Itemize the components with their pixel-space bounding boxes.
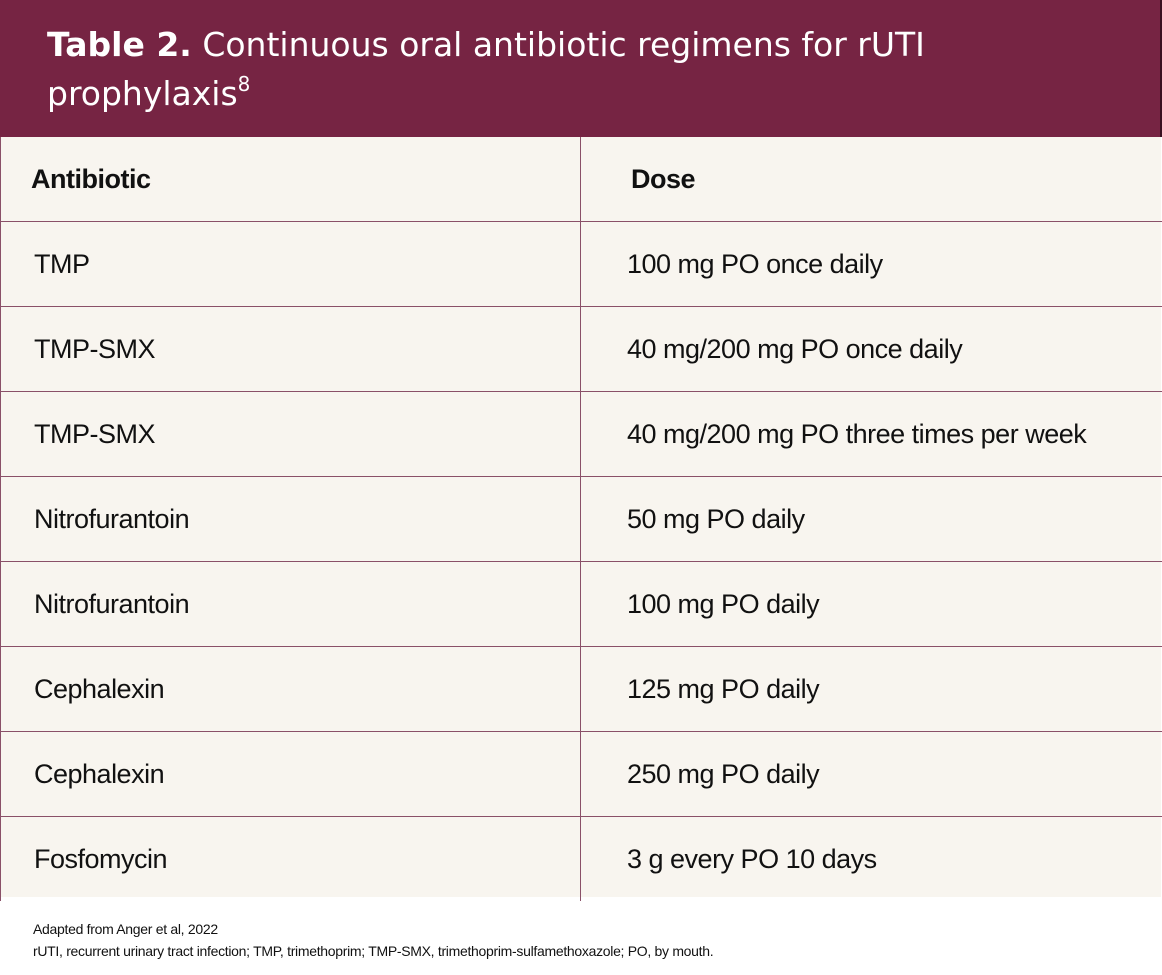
table-row: Nitrofurantoin 100 mg PO daily <box>0 561 1162 647</box>
antibiotic-cell: TMP-SMX <box>0 391 581 477</box>
table-row: Cephalexin 125 mg PO daily <box>0 646 1162 732</box>
dose-cell: 50 mg PO daily <box>580 476 1162 562</box>
regimen-table: Antibiotic Dose TMP 100 mg PO once daily… <box>0 137 1162 901</box>
antibiotic-cell: Cephalexin <box>0 731 581 817</box>
table-row: TMP-SMX 40 mg/200 mg PO three times per … <box>0 391 1162 477</box>
abbreviations-note: rUTI, recurrent urinary tract infection;… <box>33 943 714 959</box>
antibiotic-cell: Nitrofurantoin <box>0 476 581 562</box>
dose-cell: 125 mg PO daily <box>580 646 1162 732</box>
dose-cell: 100 mg PO once daily <box>580 221 1162 307</box>
table-row: Cephalexin 250 mg PO daily <box>0 731 1162 817</box>
regimen-table-container: Antibiotic Dose TMP 100 mg PO once daily… <box>0 137 1162 901</box>
dose-cell: 3 g every PO 10 days <box>627 843 877 874</box>
table-row: Nitrofurantoin 50 mg PO daily <box>0 476 1162 562</box>
table-row: TMP 100 mg PO once daily <box>0 221 1162 307</box>
source-note: Adapted from Anger et al, 2022 <box>33 921 218 937</box>
table-header-banner: Table 2. Continuous oral antibiotic regi… <box>0 0 1160 137</box>
table-footnotes: Adapted from Anger et al, 2022 rUTI, rec… <box>33 918 714 962</box>
table-title-text: Continuous oral antibiotic regimens for … <box>47 25 925 113</box>
dose-cell: 100 mg PO daily <box>580 561 1162 647</box>
dose-cell: 250 mg PO daily <box>580 731 1162 817</box>
table-row: TMP-SMX 40 mg/200 mg PO once daily <box>0 306 1162 392</box>
antibiotic-cell: TMP-SMX <box>0 306 581 392</box>
table-label: Table 2. <box>47 25 192 64</box>
column-header-dose: Dose <box>580 137 1162 222</box>
antibiotic-cell: Nitrofurantoin <box>0 561 581 647</box>
dose-cell: 40 mg/200 mg PO three times per week <box>580 391 1162 477</box>
antibiotic-cell: TMP <box>0 221 581 307</box>
antibiotic-cell: Cephalexin <box>0 646 581 732</box>
table-header-row: Antibiotic Dose <box>0 137 1162 222</box>
antibiotic-cell: Fosfomycin <box>0 816 581 901</box>
table-title: Table 2. Continuous oral antibiotic regi… <box>47 20 1007 118</box>
dose-cell: 40 mg/200 mg PO once daily <box>580 306 1162 392</box>
column-header-antibiotic: Antibiotic <box>0 137 581 222</box>
header-edge-shadow <box>1160 0 1162 137</box>
reference-superscript: 8 <box>237 72 251 96</box>
table-row: Fosfomycin 3 g every PO 10 days <box>0 816 1162 901</box>
